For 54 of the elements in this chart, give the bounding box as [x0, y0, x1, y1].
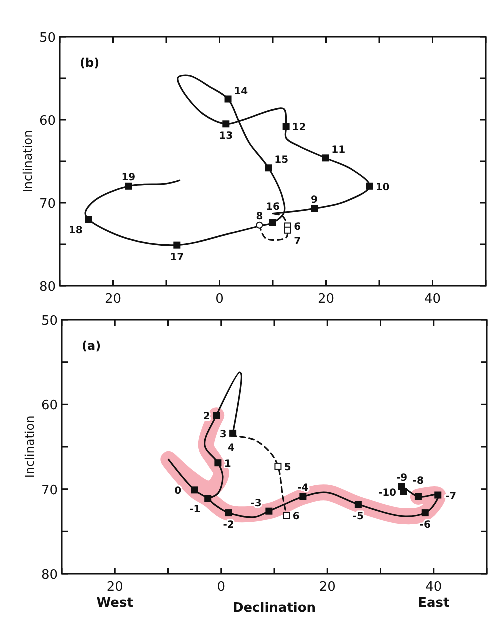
y-tick-label: 60 [39, 114, 56, 129]
annotation: 10 [376, 182, 390, 194]
annotation: -1 [190, 504, 201, 516]
y-tick-label: 50 [39, 31, 56, 46]
x-tick-label: 0 [217, 580, 226, 595]
y-tick-label: 60 [41, 398, 58, 414]
x-tick-label: 40 [426, 580, 442, 595]
annotation: 17 [170, 252, 184, 264]
annotation: (b) [80, 56, 100, 70]
y-tick-label: 70 [39, 197, 56, 212]
annotation: 4 [228, 442, 235, 454]
annotation: 13 [219, 131, 234, 142]
annotation: 2 [203, 412, 210, 423]
x-tick-label: 20 [318, 292, 335, 307]
annotation: 6 [294, 222, 302, 234]
annotation: -4 [298, 482, 309, 494]
annotation: 8 [256, 211, 264, 222]
annotation: -6 [420, 520, 431, 532]
x-axis-title: Declination [232, 601, 316, 616]
x-tick-label: 0 [216, 292, 224, 307]
annotation: 7 [294, 236, 302, 248]
y-axis-title: Inclination [21, 130, 35, 193]
annotation: 5 [284, 462, 292, 474]
annotation: -2 [223, 520, 234, 532]
annotation: -5 [352, 512, 364, 523]
annotation: 11 [332, 145, 346, 156]
annotation: -10 [378, 488, 397, 499]
y-tick-label: 50 [41, 314, 58, 329]
annotation: 19 [122, 172, 136, 184]
y-tick-label: 70 [41, 483, 58, 498]
x-tick-label: 20 [106, 580, 124, 595]
annotation: 3 [220, 429, 227, 440]
annotation: 16 [266, 202, 280, 213]
y-tick-label: 80 [41, 568, 58, 583]
annotation: 15 [274, 155, 289, 166]
x-tick-label: 20 [104, 292, 122, 307]
annotation: -3 [250, 498, 262, 510]
annotation: -9 [396, 472, 408, 484]
text: West [96, 596, 134, 611]
annotation: 1 [224, 459, 232, 470]
x-tick-label: 40 [424, 292, 442, 307]
annotation: 6 [292, 512, 300, 523]
x-tick-label: 20 [319, 580, 336, 595]
annotation: 9 [311, 194, 318, 206]
annotation: 18 [68, 226, 83, 237]
annotation: 14 [234, 86, 248, 98]
annotation: 12 [292, 122, 306, 134]
y-axis-title: Inclination [23, 416, 37, 478]
annotation: 0 [174, 486, 182, 498]
annotation: (a) [82, 339, 102, 353]
annotation: -8 [412, 476, 424, 487]
annotation: -7 [445, 491, 457, 502]
y-tick-label: 80 [39, 280, 56, 295]
text: East [418, 596, 450, 611]
